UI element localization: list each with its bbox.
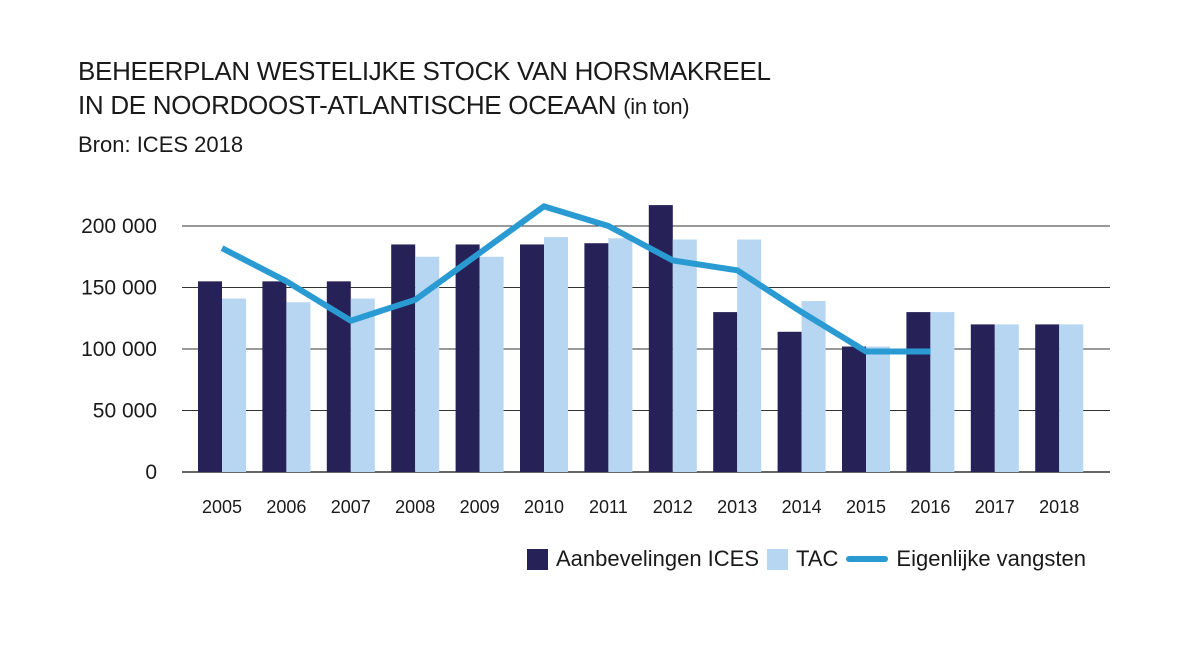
y-tick-label-0: 0 (145, 461, 157, 484)
bar-ices-2011 (584, 243, 609, 472)
legend-item-tac: TAC (767, 546, 838, 572)
bar-ices-2009 (455, 244, 480, 472)
chart-title-unit: (in ton) (623, 94, 690, 119)
legend-item-ices: Aanbevelingen ICES (527, 546, 759, 572)
x-tick-label-2015: 2015 (846, 497, 886, 517)
bar-tac-2012 (672, 239, 697, 472)
bar-ices-2006 (262, 281, 287, 472)
x-tick-label-2016: 2016 (910, 497, 950, 517)
chart-title-line-1: BEHEERPLAN WESTELIJKE STOCK VAN HORSMAKR… (78, 56, 771, 86)
bar-tac-2011 (608, 238, 633, 472)
legend-label-tac: TAC (796, 546, 839, 571)
bar-tac-2006 (286, 302, 311, 472)
bar-ices-2014 (777, 331, 802, 472)
bar-tac-2014 (801, 301, 826, 472)
bar-tac-2017 (994, 324, 1019, 472)
x-tick-label-2011: 2011 (589, 497, 628, 517)
chart-source: Bron: ICES 2018 (78, 132, 244, 157)
bar-tac-2005 (222, 298, 246, 472)
bar-ices-2010 (520, 244, 544, 472)
x-tick-label-2006: 2006 (266, 497, 306, 517)
x-tick-label-2012: 2012 (653, 497, 693, 517)
legend-label-catches: Eigenlijke vangsten (896, 546, 1086, 571)
x-tick-label-2014: 2014 (782, 497, 822, 517)
x-tick-label-2008: 2008 (395, 497, 435, 517)
bar-ices-2008 (391, 244, 416, 472)
x-tick-label-2017: 2017 (975, 497, 1015, 517)
bar-tac-2018 (1059, 324, 1084, 472)
line-eigenlijke-vangsten (220, 203, 931, 355)
y-tick-label-1: 50 000 (93, 400, 157, 423)
x-tick-label-2009: 2009 (460, 497, 500, 517)
legend-item-catches: Eigenlijke vangsten (846, 546, 1086, 572)
bar-tac-2016 (930, 312, 955, 472)
bar-ices-2018 (1035, 324, 1060, 472)
x-tick-label-2013: 2013 (717, 497, 757, 517)
x-tick-label-2005: 2005 (202, 497, 242, 517)
bar-ices-2015 (842, 346, 866, 472)
y-tick-label-4: 200 000 (81, 215, 157, 238)
bar-ices-2016 (906, 312, 931, 472)
bar-ices-2005 (198, 281, 222, 472)
y-tick-label-2: 100 000 (81, 338, 157, 361)
x-tick-label-2010: 2010 (524, 497, 564, 517)
legend-swatch-ices (527, 548, 548, 570)
legend-swatch-catches (846, 556, 889, 562)
bar-tac-2010 (544, 237, 568, 472)
chart-title-line-2: IN DE NOORDOOST-ATLANTISCHE OCEAAN (in t… (78, 88, 771, 124)
bar-tac-2009 (479, 256, 504, 472)
chart-title-main: IN DE NOORDOOST-ATLANTISCHE OCEAAN (78, 90, 617, 120)
bar-tac-2007 (350, 298, 375, 472)
title-block: BEHEERPLAN WESTELIJKE STOCK VAN HORSMAKR… (78, 54, 771, 160)
bar-ices-2013 (713, 312, 738, 472)
legend-swatch-tac (767, 548, 789, 570)
bar-ices-2012 (648, 205, 673, 472)
x-tick-label-2007: 2007 (331, 497, 371, 517)
x-tick-label-2018: 2018 (1039, 497, 1079, 517)
legend: Aanbevelingen ICES TAC Eigenlijke vangst… (527, 546, 1094, 572)
bar-ices-2017 (970, 324, 995, 472)
y-tick-label-3: 150 000 (81, 277, 157, 300)
legend-label-ices: Aanbevelingen ICES (556, 546, 760, 571)
bar-tac-2015 (866, 346, 890, 472)
